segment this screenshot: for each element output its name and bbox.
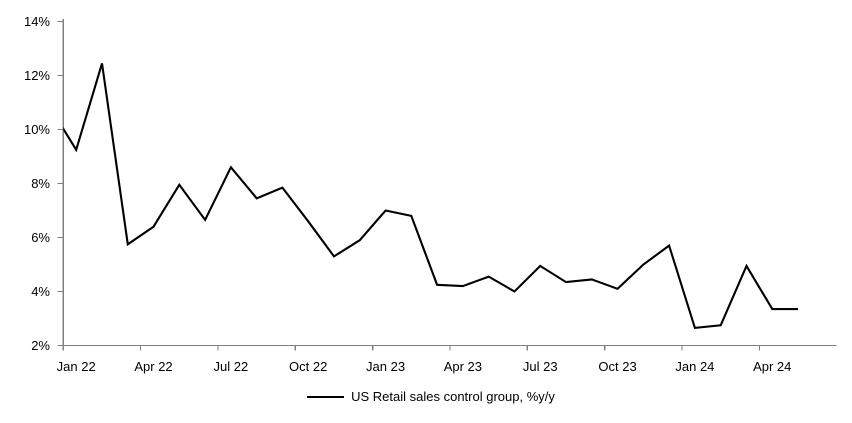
x-axis-tick-label: Apr 24: [753, 359, 791, 374]
y-axis-tick-label: 10%: [24, 122, 50, 137]
x-axis-tick-label: Oct 22: [289, 359, 327, 374]
legend-line-swatch: [307, 395, 345, 398]
x-axis-tick-label: Jan 24: [675, 359, 714, 374]
x-axis-tick-label: Jan 22: [57, 359, 96, 374]
y-axis-tick-label: 2%: [31, 338, 50, 353]
y-axis-tick-label: 4%: [31, 284, 50, 299]
x-axis-tick-label: Apr 22: [134, 359, 172, 374]
x-axis-tick-label: Jul 23: [523, 359, 558, 374]
x-axis-tick-label: Apr 23: [444, 359, 482, 374]
legend: US Retail sales control group, %y/y: [5, 389, 852, 404]
y-axis-tick-label: 12%: [24, 68, 50, 83]
y-axis-tick-label: 14%: [24, 14, 50, 29]
y-axis-tick-label: 8%: [31, 176, 50, 191]
x-axis-tick-label: Oct 23: [598, 359, 636, 374]
legend-label: US Retail sales control group, %y/y: [351, 389, 555, 404]
y-axis-tick-label: 6%: [31, 230, 50, 245]
retail-sales-line-series: [63, 63, 798, 330]
x-axis-tick-label: Jan 23: [366, 359, 405, 374]
x-axis-tick-label: Jul 22: [214, 359, 249, 374]
